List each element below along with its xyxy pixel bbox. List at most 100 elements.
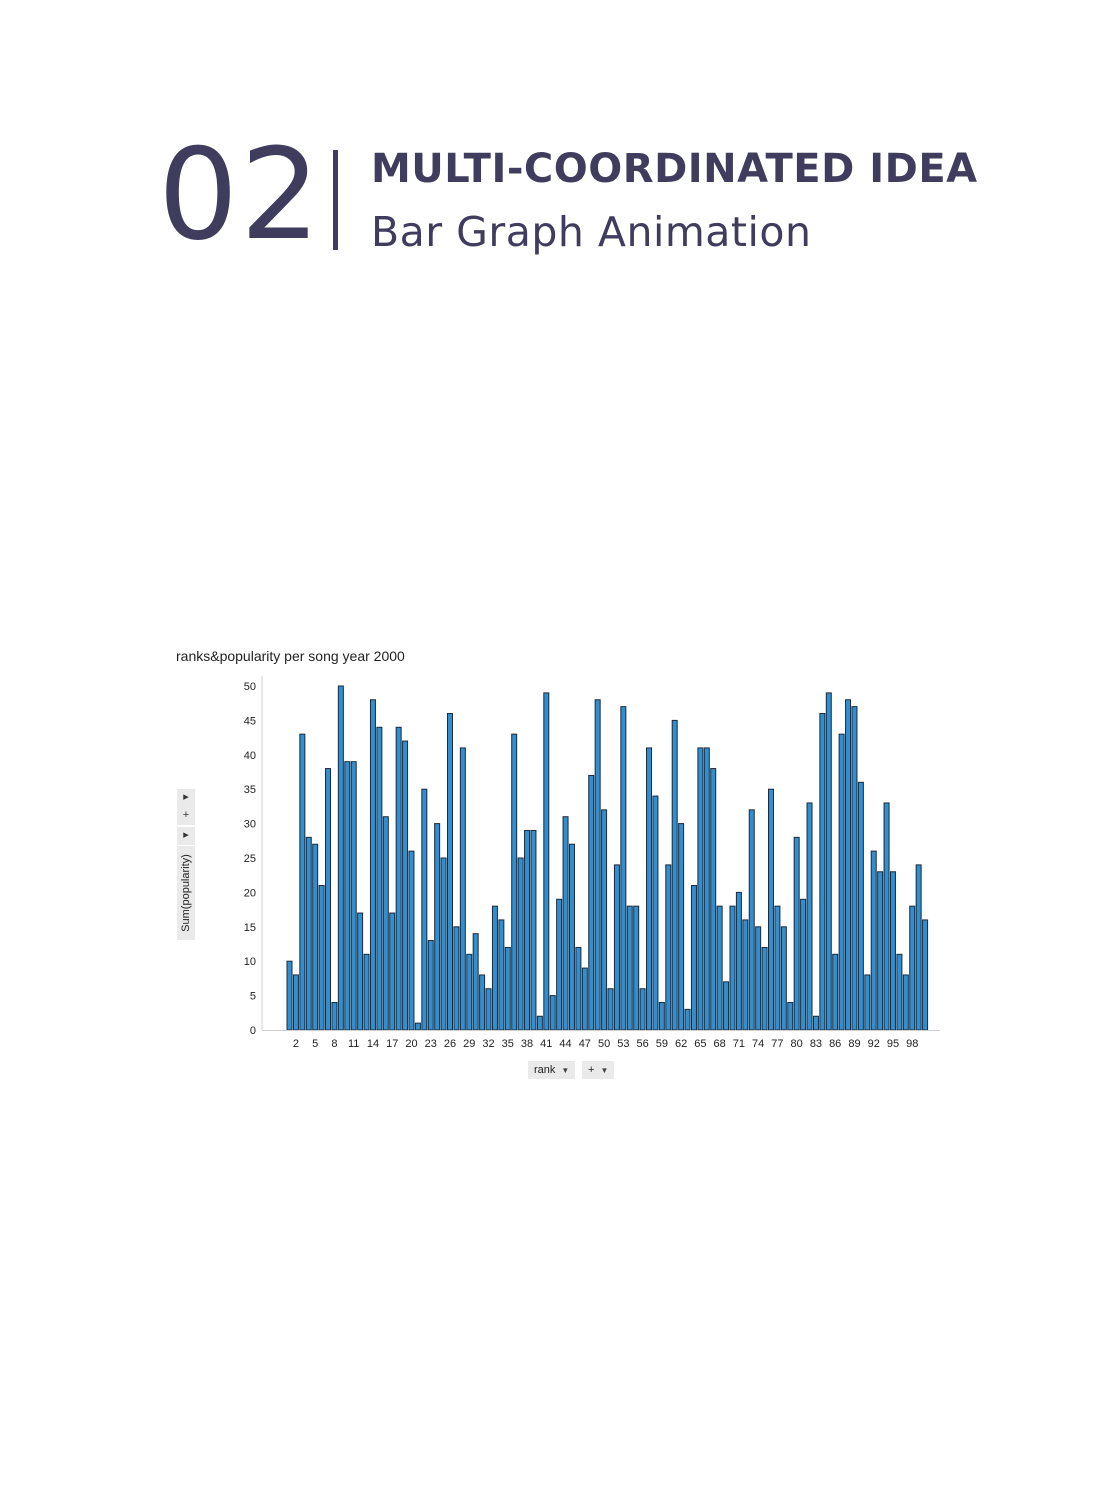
bar (292, 974, 299, 1031)
bar (613, 864, 620, 1031)
bar (305, 836, 312, 1031)
bar (646, 747, 653, 1031)
bar (402, 740, 409, 1031)
bar (594, 699, 601, 1031)
bar (902, 974, 909, 1031)
bar (421, 788, 428, 1031)
bar (517, 857, 524, 1031)
bar (832, 953, 839, 1031)
y-field-menu-arrow-icon[interactable]: ▸ (177, 827, 195, 845)
bar (703, 747, 710, 1031)
bar (755, 926, 762, 1031)
bar (331, 1001, 338, 1031)
bar (344, 761, 351, 1031)
y-tick-label: 30 (244, 819, 256, 831)
bar (369, 699, 376, 1031)
x-tick-label: 29 (463, 1038, 475, 1050)
bar (883, 802, 890, 1031)
x-tick-label: 50 (598, 1038, 610, 1050)
bar (357, 912, 364, 1031)
bar (896, 953, 903, 1031)
x-field-dropdown[interactable]: rank ▼ (528, 1061, 576, 1079)
bar (556, 898, 563, 1031)
bar (658, 1001, 665, 1031)
bar (318, 885, 325, 1031)
x-tick-label: 95 (887, 1038, 899, 1050)
bar (466, 953, 473, 1031)
bar (601, 809, 608, 1031)
bar (395, 726, 402, 1031)
bar (491, 905, 498, 1031)
bar (498, 919, 505, 1031)
bar (877, 871, 884, 1031)
bar (793, 836, 800, 1031)
bar (909, 905, 916, 1031)
x-tick-label: 41 (540, 1038, 552, 1050)
bar (524, 829, 531, 1031)
x-tick-label: 98 (906, 1038, 918, 1050)
y-expand-arrow-icon[interactable]: ▸ (177, 789, 195, 807)
y-axis-field-pill[interactable] (177, 846, 195, 940)
bar (350, 761, 357, 1031)
bar (774, 905, 781, 1031)
bar (735, 891, 742, 1031)
y-tick-label: 25 (244, 853, 256, 865)
bar (607, 988, 614, 1031)
bar (678, 823, 685, 1031)
x-tick-label: 74 (752, 1038, 764, 1050)
bar (812, 1015, 819, 1031)
bar (511, 733, 518, 1031)
x-add-field-dropdown[interactable]: + ▼ (582, 1061, 615, 1079)
bar (787, 1001, 794, 1031)
x-tick-label: 71 (733, 1038, 745, 1050)
x-tick-label: 62 (675, 1038, 687, 1050)
x-tick-label: 20 (405, 1038, 417, 1050)
bar (337, 685, 344, 1031)
bar (459, 747, 466, 1031)
x-tick-label: 53 (617, 1038, 629, 1050)
y-tick-label: 45 (244, 715, 256, 727)
chart-title: ranks&popularity per song year 2000 (176, 648, 405, 664)
bar (690, 885, 697, 1031)
section-number: 02 (158, 121, 323, 268)
bar (684, 1008, 691, 1031)
y-tick-label: 35 (244, 784, 256, 796)
add-field-label: + (588, 1064, 595, 1076)
bar (626, 905, 633, 1031)
bar (382, 816, 389, 1031)
bar (453, 926, 460, 1031)
x-tick-label: 83 (810, 1038, 822, 1050)
bar (549, 995, 556, 1031)
bar (922, 919, 929, 1031)
y-tick-label: 40 (244, 750, 256, 762)
x-tick-label: 77 (771, 1038, 783, 1050)
x-tick-label: 56 (636, 1038, 648, 1050)
x-tick-label: 65 (694, 1038, 706, 1050)
x-tick-label: 38 (521, 1038, 533, 1050)
chevron-down-icon: ▼ (561, 1066, 570, 1075)
y-axis: 0 5 10 15 20 25 30 35 40 45 50 (244, 676, 263, 1037)
y-tick-label: 10 (244, 956, 256, 968)
bar (729, 905, 736, 1031)
bar (768, 788, 774, 1031)
bar (472, 933, 479, 1031)
y-add-field-button[interactable]: + (177, 807, 195, 825)
bar (575, 946, 582, 1031)
x-tick-label: 17 (386, 1038, 398, 1050)
bar (376, 726, 383, 1031)
section-subtitle: Bar Graph Animation (371, 208, 812, 256)
bar (716, 905, 723, 1031)
bar (543, 692, 550, 1031)
bar (889, 871, 896, 1031)
bar (825, 692, 832, 1031)
bar (562, 816, 569, 1031)
bar (845, 699, 852, 1031)
bar (479, 974, 486, 1031)
bar (851, 706, 858, 1031)
x-tick-label: 59 (656, 1038, 668, 1050)
x-axis-label: rank (534, 1064, 556, 1076)
y-tick-label: 50 (244, 681, 256, 693)
page-header: 02 MULTI-COORDINATED IDEA Bar Graph Anim… (0, 0, 1102, 300)
bar (864, 974, 871, 1031)
